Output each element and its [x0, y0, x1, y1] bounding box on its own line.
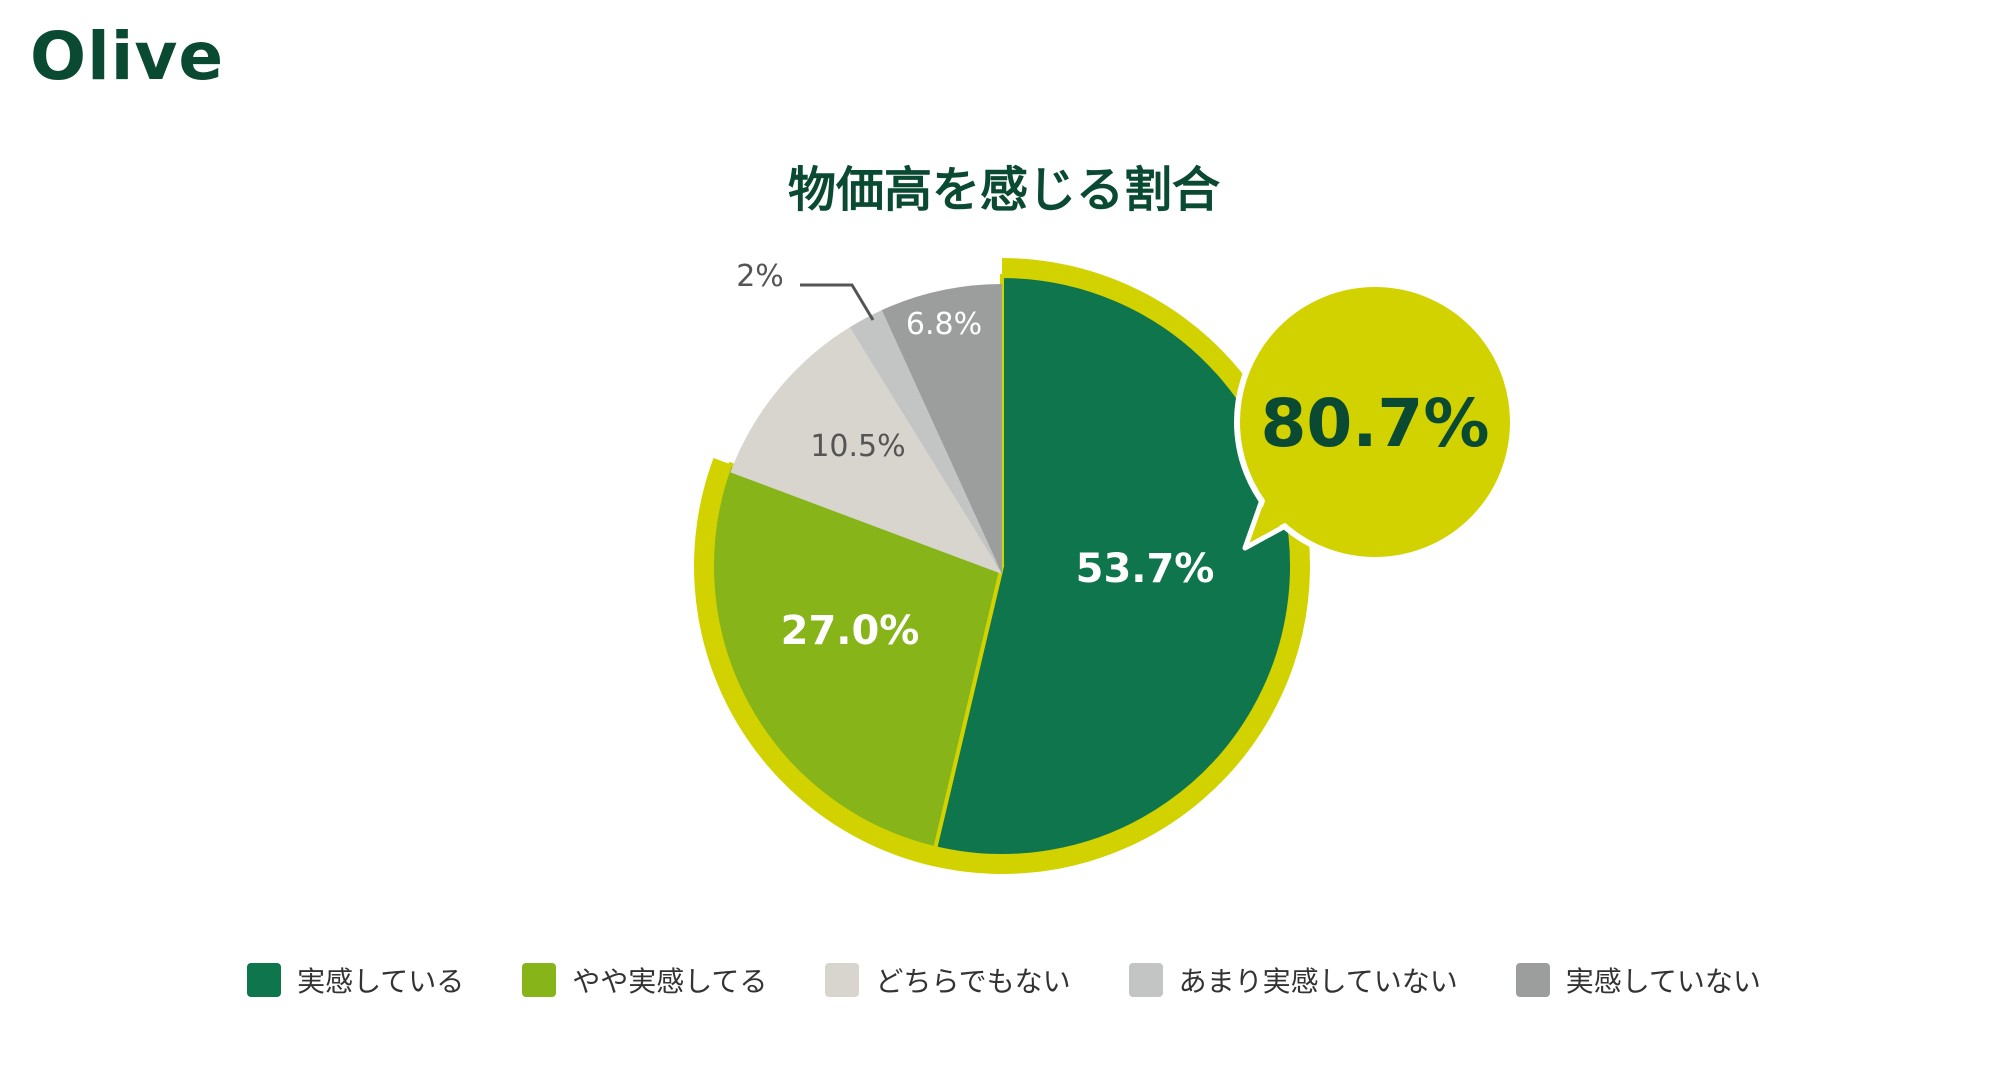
- legend-label: どちらでもない: [875, 965, 1071, 998]
- leader-line: [800, 283, 875, 321]
- legend-swatch: [1515, 963, 1550, 997]
- chart-title: 物価高を感じる割合: [787, 162, 1220, 218]
- callout-label: 80.7%: [1261, 385, 1490, 462]
- legend-item: やや実感してる: [522, 960, 767, 1000]
- data-label-1: 53.7%: [1076, 546, 1215, 592]
- slice-1: [932, 273, 1294, 858]
- legend-swatch: [522, 963, 557, 997]
- legend-item: どちらでもない: [825, 960, 1071, 1000]
- slice-3: [730, 327, 1002, 574]
- data-label-3: 10.5%: [810, 429, 905, 464]
- slice-4: [849, 310, 1002, 574]
- callout-tail-fill: [1252, 498, 1298, 540]
- legend-item: 実感していない: [1515, 960, 1761, 1000]
- legend-label: 実感していない: [1565, 965, 1761, 998]
- data-label-4: 2%: [736, 259, 784, 294]
- legend-swatch: [247, 963, 282, 997]
- slice-5: [881, 284, 1002, 574]
- legend-swatch: [1128, 963, 1163, 997]
- olive-logo: Olive: [30, 18, 225, 95]
- chart-legend: 実感している やや実感してる どちらでもない あまり実感していない 実感していない: [0, 960, 2008, 1000]
- legend-item: 実感している: [247, 960, 464, 1000]
- slice-2: [710, 461, 1005, 851]
- data-label-2: 27.0%: [781, 608, 920, 654]
- legend-swatch: [825, 963, 860, 997]
- legend-item: あまり実感していない: [1128, 960, 1458, 1000]
- callout-bubble: [1234, 281, 1516, 563]
- legend-label: 実感している: [297, 965, 465, 998]
- data-label-5: 6.8%: [906, 307, 982, 342]
- legend-label: あまり実感していない: [1178, 965, 1458, 998]
- legend-label: やや実感してる: [572, 965, 768, 998]
